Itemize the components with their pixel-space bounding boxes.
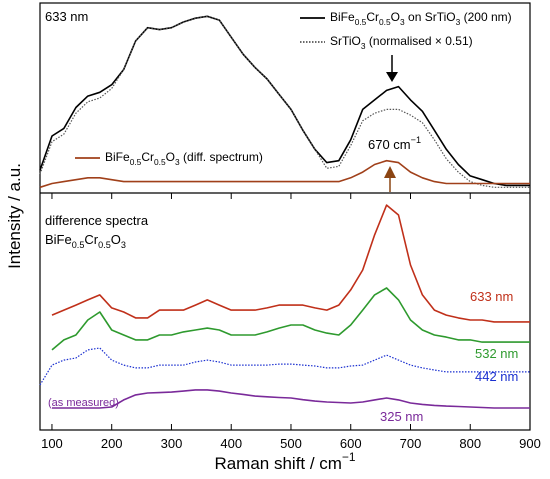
- arrow-head: [384, 166, 396, 178]
- x-axis-label: Raman shift / cm−1: [214, 450, 355, 473]
- series-line: [39, 15, 530, 188]
- x-tick-label: 300: [161, 436, 183, 451]
- plot-frame: [39, 2, 531, 431]
- x-tick-label: 200: [101, 436, 123, 451]
- legend-label: BiFe0.5Cr0.5O3 on SrTiO3 (200 nm): [330, 10, 512, 27]
- x-tick-label: 900: [519, 436, 541, 451]
- series-line: [39, 159, 530, 189]
- x-tick-label: 800: [459, 436, 481, 451]
- x-tick-label: 100: [41, 436, 63, 451]
- series-line: [51, 287, 530, 351]
- series-label: 532 nm: [475, 346, 518, 361]
- series-line: [39, 347, 530, 386]
- annotation: 670 cm−1: [368, 135, 421, 152]
- series-note: (as measured): [48, 397, 119, 409]
- panel-label: BiFe0.5Cr0.5O3: [45, 232, 126, 250]
- x-tick-label: 600: [340, 436, 362, 451]
- x-tick-label: 400: [220, 436, 242, 451]
- y-axis-label: Intensity / a.u.: [5, 163, 24, 269]
- series-label: 325 nm: [380, 409, 423, 424]
- x-tick-label: 500: [280, 436, 302, 451]
- legend-label: BiFe0.5Cr0.5O3 (diff. spectrum): [105, 150, 263, 167]
- series-line: [51, 204, 530, 323]
- arrow-head: [386, 72, 398, 82]
- panel-label: 633 nm: [45, 9, 88, 24]
- panel-label: difference spectra: [45, 213, 149, 228]
- series-label: 633 nm: [470, 289, 513, 304]
- series-label: 442 nm: [475, 369, 518, 384]
- legend-label: SrTiO3 (normalised × 0.51): [330, 34, 473, 51]
- series-line: [52, 389, 530, 409]
- x-tick-label: 700: [400, 436, 422, 451]
